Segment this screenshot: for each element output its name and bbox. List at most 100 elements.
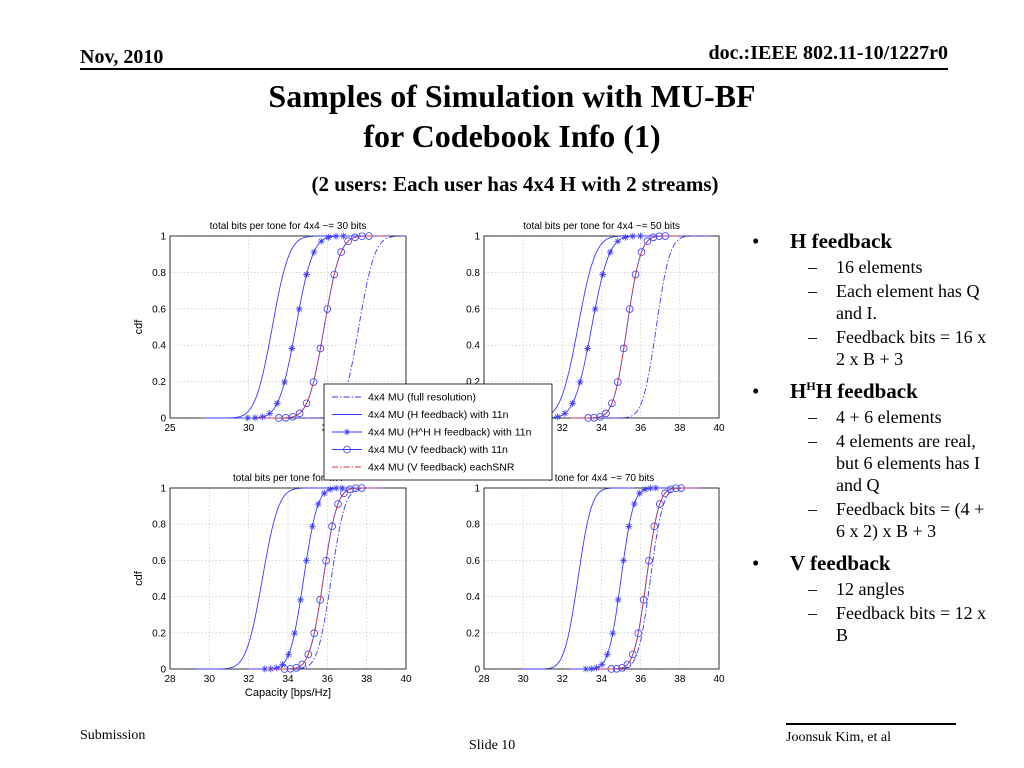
- x-tick-label: 36: [635, 423, 647, 434]
- series-marker: [259, 413, 266, 421]
- y-tick-label: 0.8: [466, 520, 480, 531]
- slide-subtitle: (2 users: Each user has 4x4 H with 2 str…: [311, 172, 719, 196]
- x-tick-label: 34: [596, 423, 608, 434]
- series-marker: [609, 629, 617, 637]
- series-marker: [295, 409, 304, 418]
- series-marker: [630, 500, 638, 508]
- series-marker: [608, 399, 616, 408]
- series-line: [600, 235, 713, 419]
- plot-area: [170, 488, 406, 669]
- series-marker: [561, 409, 569, 417]
- series-marker: [320, 489, 328, 497]
- legend-label: 4x4 MU (H feedback) with 11n: [368, 409, 509, 421]
- footer-slide-number: Slide 10: [469, 738, 516, 753]
- footer-rule: [786, 723, 956, 725]
- sub-bullet-text: 16 elements: [836, 257, 923, 277]
- y-tick-label: 0.4: [466, 341, 480, 352]
- x-tick-label: 38: [674, 674, 686, 685]
- legend-label: 4x4 MU (V feedback) eachSNR: [368, 462, 515, 474]
- series-marker: [338, 484, 346, 492]
- x-tick-label: 25: [164, 423, 176, 434]
- series-marker: [599, 271, 607, 278]
- series-marker: [281, 378, 288, 386]
- series-marker: [273, 399, 281, 407]
- series-marker: [309, 378, 318, 386]
- series-marker: [310, 629, 319, 638]
- series-marker: [593, 664, 601, 672]
- sub-bullet: – Feedback bits = 12 x B: [808, 603, 987, 645]
- series-marker: [303, 557, 310, 565]
- x-tick-label: 40: [713, 674, 725, 685]
- series-marker: [273, 664, 281, 672]
- plot-title: total bits per tone for 4x4 ~= 50 bits: [523, 221, 680, 232]
- legend-label: 4x4 MU (full resolution): [368, 392, 476, 404]
- series-marker: [339, 232, 347, 240]
- sub-bullet-text: Feedback bits = (4 + 6 x 2) x B + 3: [836, 499, 985, 541]
- bullet-v-feedback: • V feedback: [752, 551, 891, 575]
- header-rule: [80, 68, 948, 70]
- sub-bullet: –4 elements are real, but 6 elements has…: [808, 431, 980, 495]
- series-marker: [647, 484, 654, 492]
- series-marker: [614, 237, 622, 245]
- series-marker: [261, 665, 269, 673]
- series-marker: [666, 485, 675, 494]
- series-line: [293, 235, 406, 419]
- y-tick-label: 0.6: [152, 304, 166, 315]
- y-tick-label: 0.2: [152, 377, 166, 388]
- footer-author: Joonsuk Kim, et al: [786, 730, 891, 745]
- y-tick-label: 0.8: [152, 268, 166, 279]
- y-tick-label: 1: [474, 484, 480, 495]
- series-marker: [587, 665, 595, 673]
- slide-title-line1: Samples of Simulation with MU-BF: [268, 78, 756, 114]
- series-marker: [251, 414, 259, 422]
- series-marker: [614, 596, 622, 604]
- x-tick-label: 34: [596, 674, 608, 685]
- y-tick-label: 0: [160, 414, 166, 425]
- series-marker: [637, 248, 646, 256]
- series-line: [595, 487, 698, 670]
- series-line: [202, 235, 342, 419]
- series-marker: [582, 665, 590, 673]
- series-marker: [641, 485, 649, 493]
- y-tick-label: 0.4: [152, 592, 166, 603]
- series-marker: [365, 232, 373, 240]
- series-marker: [576, 378, 584, 386]
- series-marker: [297, 596, 304, 604]
- legend-marker: [343, 445, 351, 454]
- series-marker: [285, 650, 292, 658]
- y-tick-label: 0.2: [152, 628, 166, 639]
- x-tick-label: 34: [282, 674, 294, 685]
- series-marker: [606, 248, 614, 256]
- footer-submission: Submission: [80, 728, 146, 743]
- sub-bullet-text: Feedback bits = 12 x B: [836, 603, 987, 645]
- series-marker: [614, 378, 622, 386]
- y-tick-label: 1: [160, 484, 166, 495]
- slide-title-line2: for Codebook Info (1): [363, 118, 661, 154]
- series-marker: [621, 233, 629, 241]
- series-marker: [602, 409, 610, 418]
- sub-bullet-text: 4 elements are real, but 6 elements has …: [836, 431, 980, 495]
- series-marker: [629, 650, 637, 659]
- series-marker: [302, 399, 311, 408]
- x-tick-label: 38: [361, 674, 373, 685]
- series-marker: [636, 489, 644, 497]
- series-marker: [629, 232, 637, 240]
- bullet-label: H feedback: [790, 229, 893, 253]
- series-line: [196, 487, 329, 670]
- series-marker: [598, 660, 606, 668]
- series-marker: [314, 500, 322, 508]
- series-marker: [591, 305, 599, 313]
- y-tick-label: 0: [160, 665, 166, 676]
- x-tick-label: 32: [557, 423, 569, 434]
- y-axis-label: cdf: [133, 319, 145, 335]
- series-marker: [625, 305, 634, 313]
- series-marker: [292, 664, 301, 672]
- series-marker: [625, 522, 633, 530]
- sub-bullet: –16 elements: [808, 257, 923, 277]
- sub-bullet: – Feedback bits = (4 + 6 x 2) x B + 3: [808, 499, 985, 541]
- series-marker: [317, 237, 325, 245]
- y-tick-label: 1: [160, 232, 166, 243]
- series-marker: [643, 237, 652, 246]
- series-line: [267, 487, 380, 670]
- plot-area: [484, 488, 719, 669]
